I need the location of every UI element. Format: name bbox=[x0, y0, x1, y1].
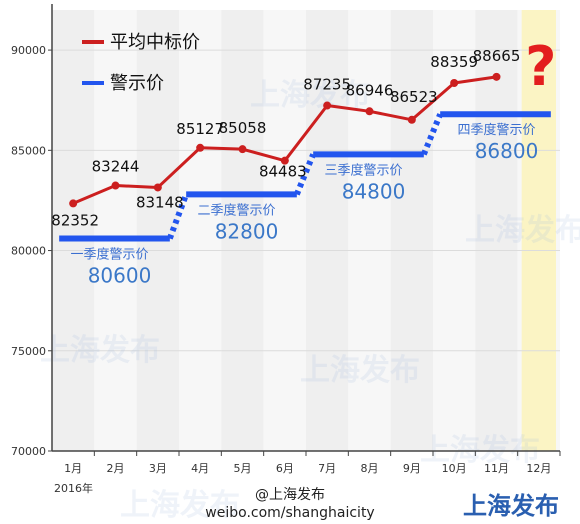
x-tick-label: 4月 bbox=[191, 462, 209, 475]
data-label: 82352 bbox=[51, 211, 99, 229]
year-label: 2016年 bbox=[54, 481, 93, 495]
y-tick-label: 85000 bbox=[11, 144, 46, 157]
average-price-point bbox=[280, 156, 289, 165]
column-band bbox=[179, 10, 222, 451]
warning-price-series bbox=[59, 111, 551, 242]
data-label: 87235 bbox=[303, 76, 351, 94]
watermark-text: 上海发布 bbox=[300, 353, 420, 388]
column-band bbox=[390, 10, 433, 451]
x-tick-label: 6月 bbox=[276, 462, 294, 475]
data-label: 84483 bbox=[259, 163, 307, 181]
y-tick-label: 90000 bbox=[11, 44, 46, 57]
data-label: 83244 bbox=[92, 158, 140, 176]
y-tick-label: 80000 bbox=[11, 245, 46, 258]
average-price-point bbox=[450, 78, 459, 87]
x-tick-label: 3月 bbox=[149, 462, 167, 475]
quarter-warning-value: 80600 bbox=[88, 264, 152, 288]
quarter-warning-label: 一季度警示价 bbox=[70, 247, 148, 263]
data-label: 86523 bbox=[390, 88, 438, 106]
column-band bbox=[52, 10, 95, 451]
weibo-handle: @上海发布 bbox=[255, 487, 325, 503]
average-price-point bbox=[196, 143, 205, 152]
data-label: 83148 bbox=[136, 193, 184, 211]
average-price-point bbox=[492, 72, 501, 81]
x-tick-label: 12月 bbox=[526, 462, 551, 475]
average-price-point bbox=[69, 199, 78, 208]
x-tick-label: 1月 bbox=[64, 462, 82, 475]
x-tick-label: 11月 bbox=[484, 462, 509, 475]
question-mark-annotation: ? bbox=[525, 35, 556, 98]
average-price-series bbox=[69, 72, 501, 208]
legend-label-average: 平均中标价 bbox=[110, 32, 200, 53]
column-band bbox=[348, 10, 391, 451]
x-tick-label: 2月 bbox=[107, 462, 125, 475]
column-band bbox=[306, 10, 349, 451]
column-band bbox=[263, 10, 306, 451]
legend: 平均中标价 警示价 bbox=[82, 32, 200, 94]
x-tick-labels: 1月 2月 3月 4月 5月 6月 7月 8月 9月 10月 11月 12月 bbox=[64, 451, 561, 475]
quarter-warning-label: 三季度警示价 bbox=[324, 162, 402, 178]
y-tick-labels: 70000 75000 80000 85000 90000 bbox=[11, 44, 52, 458]
data-label: 85127 bbox=[176, 120, 224, 138]
average-price-point bbox=[365, 107, 374, 116]
quarter-warning-value: 86800 bbox=[475, 139, 539, 163]
december-highlight bbox=[521, 10, 556, 451]
watermark-text: 上海发布 bbox=[465, 213, 580, 248]
brand-logo: 上海发布 bbox=[463, 492, 559, 520]
x-tick-label: 5月 bbox=[234, 462, 252, 475]
average-price-point bbox=[238, 145, 247, 154]
column-band bbox=[221, 10, 264, 451]
data-label: 88359 bbox=[430, 53, 478, 71]
x-tick-label: 8月 bbox=[361, 462, 379, 475]
data-label: 86946 bbox=[346, 81, 394, 99]
column-bands bbox=[52, 10, 560, 451]
quarter-warning-label: 二季度警示价 bbox=[197, 202, 275, 218]
x-tick-label: 10月 bbox=[442, 462, 467, 475]
x-tick-label: 7月 bbox=[318, 462, 336, 475]
quarter-labels: 一季度警示价80600二季度警示价82800三季度警示价84800四季度警示价8… bbox=[70, 122, 538, 287]
quarter-warning-label: 四季度警示价 bbox=[457, 122, 535, 138]
watermark-text: 上海发布 bbox=[40, 333, 160, 368]
column-band bbox=[475, 10, 518, 451]
data-label: 88665 bbox=[473, 47, 521, 65]
quarter-warning-value: 82800 bbox=[215, 219, 279, 243]
quarter-warning-value: 84800 bbox=[342, 179, 406, 203]
y-tick-label: 75000 bbox=[11, 345, 46, 358]
average-price-point bbox=[111, 181, 120, 190]
weibo-url: weibo.com/shanghaicity bbox=[205, 505, 374, 521]
average-price-point bbox=[153, 183, 162, 192]
data-label: 85058 bbox=[219, 119, 267, 137]
average-price-point bbox=[323, 101, 332, 110]
legend-label-warning: 警示价 bbox=[110, 73, 164, 94]
y-tick-label: 70000 bbox=[11, 445, 46, 458]
average-price-point bbox=[407, 115, 416, 124]
x-tick-label: 9月 bbox=[403, 462, 421, 475]
watermark-text: 上海发布 bbox=[120, 488, 240, 523]
